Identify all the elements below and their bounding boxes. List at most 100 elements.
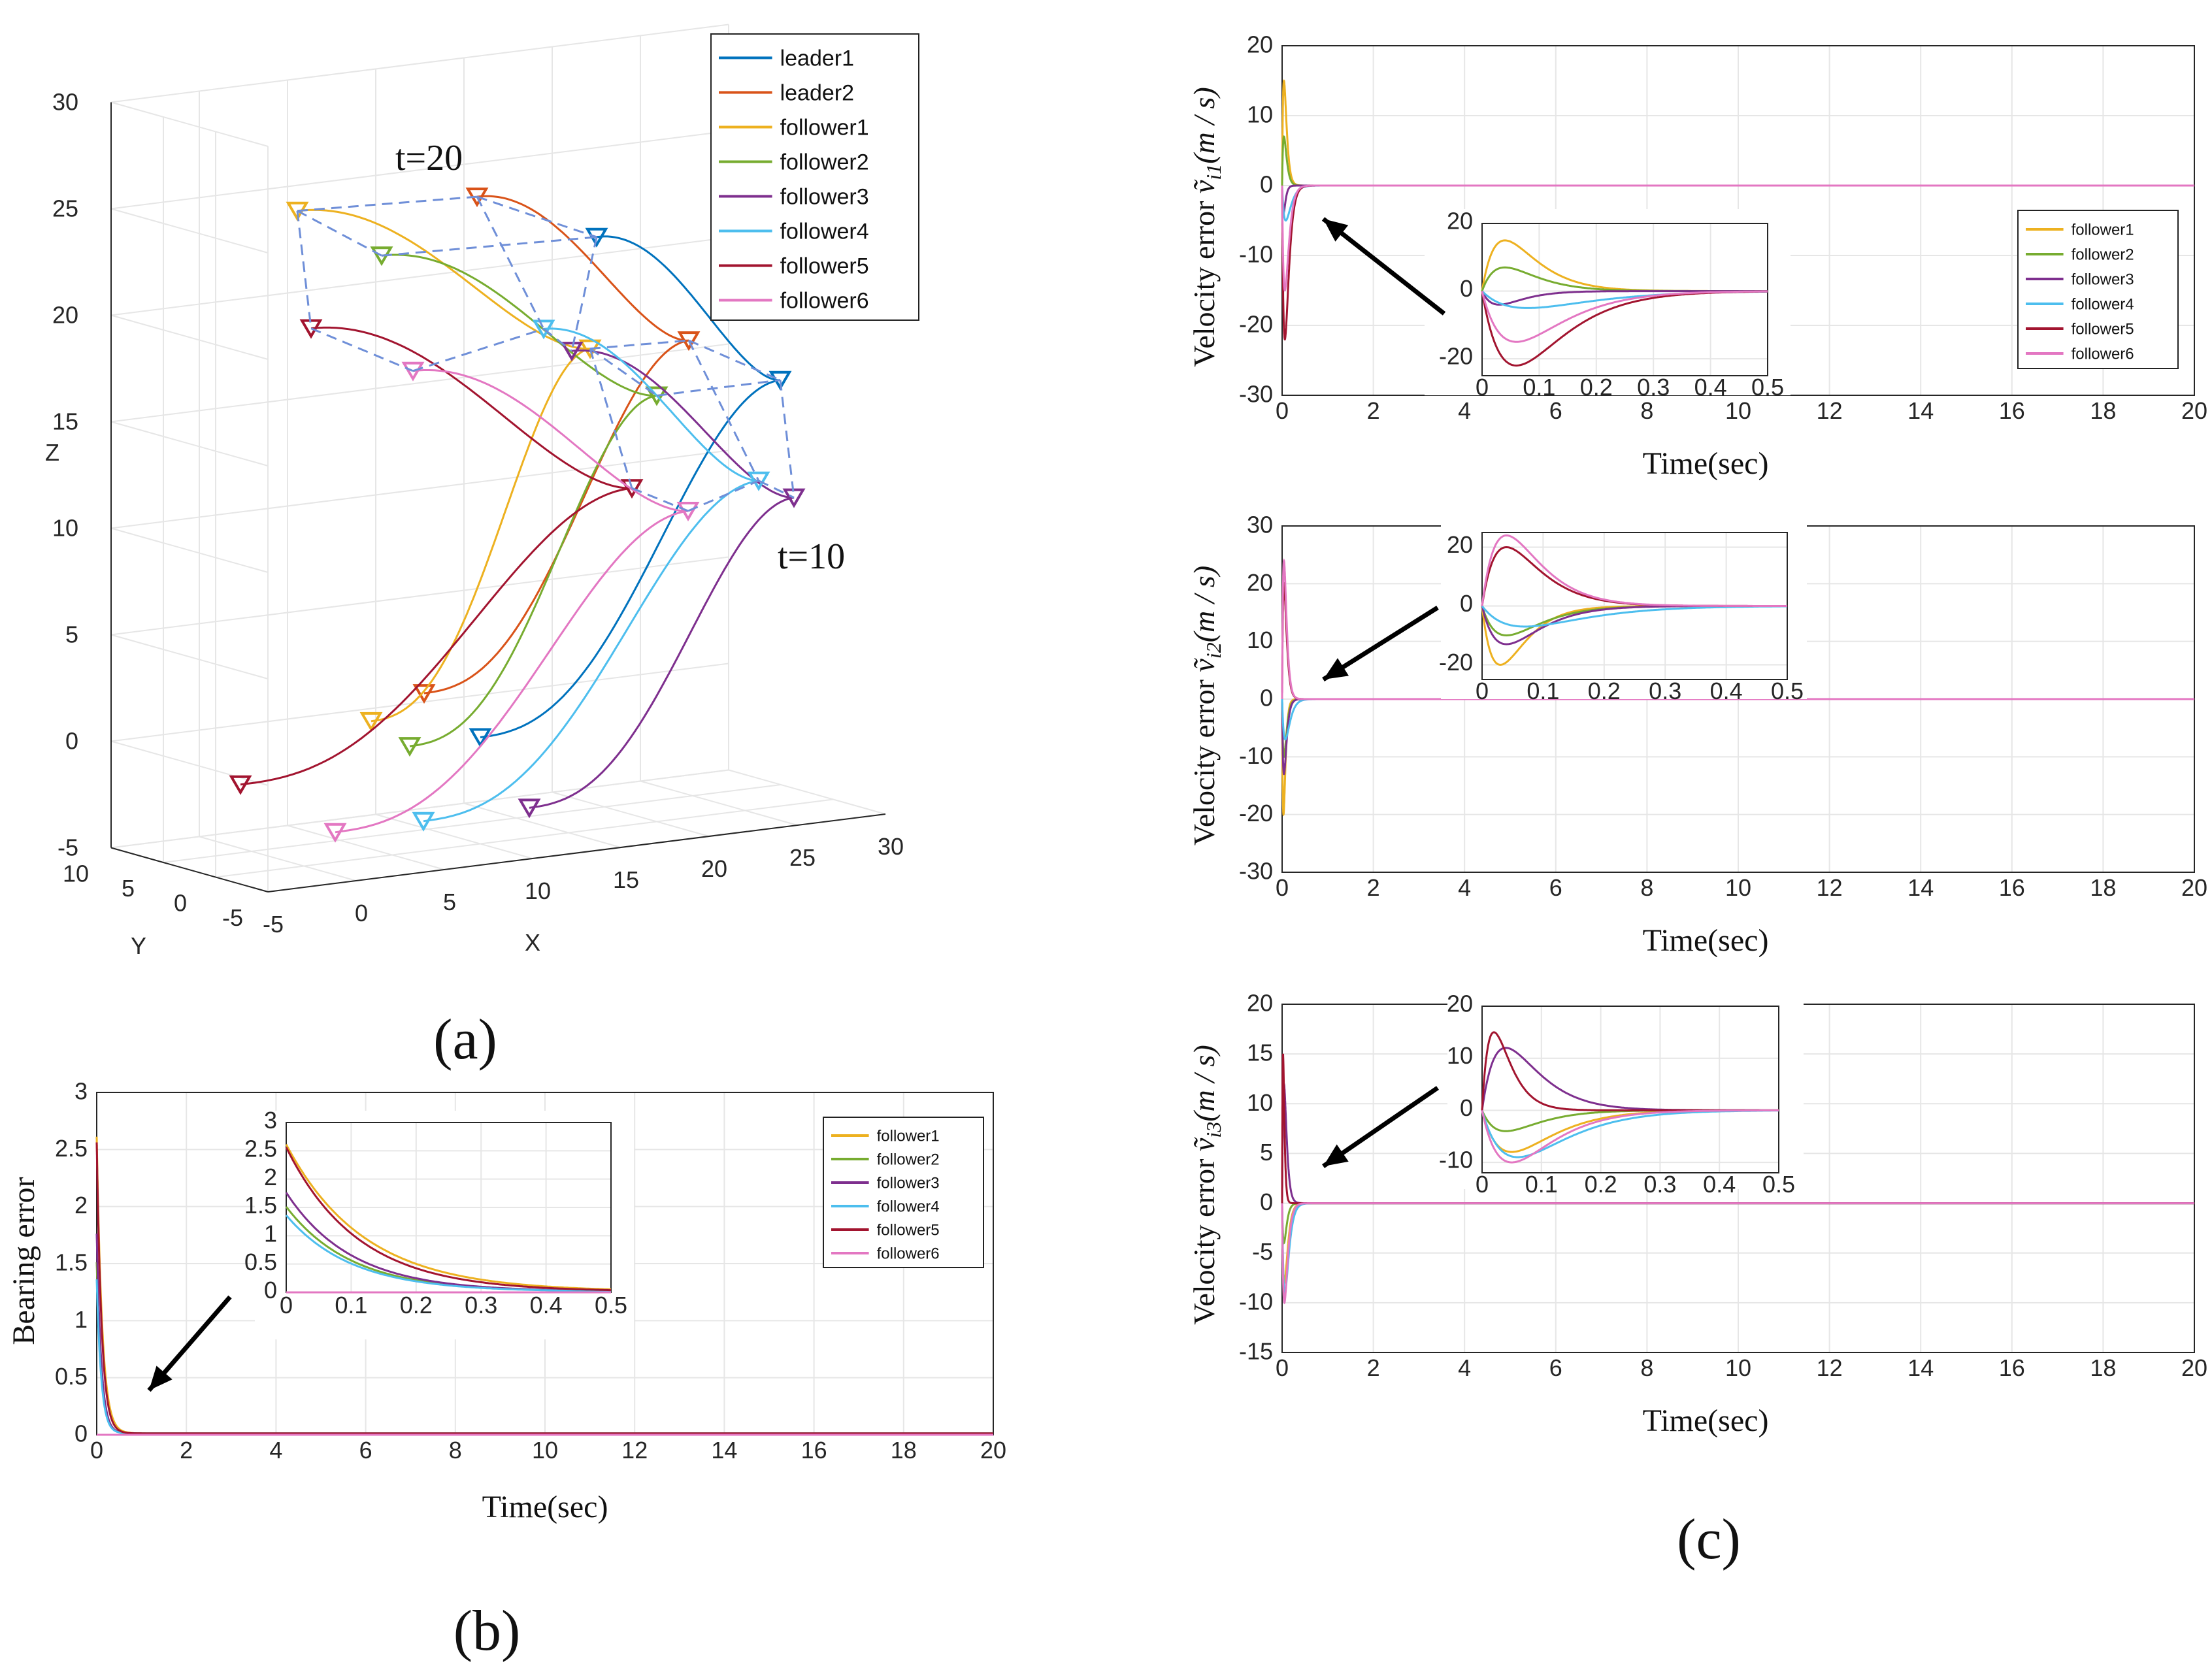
x-tick-label: 0	[1476, 678, 1489, 704]
y-tick-label: 10	[1247, 101, 1273, 128]
x-tick-label: 8	[1640, 397, 1653, 424]
z-tick-label: 30	[52, 89, 78, 116]
grid-side-z	[110, 421, 269, 467]
x-axis-label: Time(sec)	[1643, 446, 1769, 481]
x-tick-label: 0	[1476, 374, 1489, 401]
arrow-head	[1323, 658, 1349, 679]
y-tick-label: 0	[174, 890, 187, 917]
legend-label-follower1: follower1	[780, 115, 869, 140]
legend-label-follower4: follower4	[877, 1198, 940, 1215]
y-axis-label: Bearing error	[7, 1177, 41, 1345]
x-tick-label: 15	[613, 866, 639, 893]
z-tick-label: 5	[65, 621, 78, 648]
legend-label-follower4: follower4	[2072, 295, 2134, 313]
panel-a-label: (a)	[433, 1008, 497, 1072]
y-axis-label-symbol: ṽ	[1187, 658, 1221, 672]
grid-back-z	[110, 237, 729, 316]
x-tick-label: 0.4	[1694, 374, 1727, 401]
y-tick-label: 5	[122, 875, 135, 902]
grid-floor-y	[163, 784, 782, 863]
z-tick-label: 20	[52, 302, 78, 329]
formation-line	[758, 480, 795, 499]
x-tick-label: 16	[1999, 397, 2025, 424]
x-tick-label: 20	[2181, 397, 2207, 424]
formation-line	[310, 327, 414, 372]
annotation-t10: t=10	[778, 536, 845, 577]
x-tick-label: 0.5	[1762, 1171, 1795, 1198]
x-tick-label: 0.1	[1527, 678, 1559, 704]
x-tick-label: 0.5	[595, 1292, 627, 1318]
x-tick-label: 0.5	[1771, 678, 1804, 704]
formation-line	[543, 328, 572, 352]
x-tick-label: 2	[1367, 874, 1380, 901]
y-axis-label-unit: (m / s)	[1187, 566, 1221, 643]
plot-area	[1481, 1006, 1779, 1173]
legend-box	[2017, 210, 2179, 369]
x-tick-label: 4	[1458, 1354, 1471, 1381]
legend-label-follower3: follower3	[877, 1174, 940, 1192]
grid-side-z	[110, 101, 269, 147]
y-axis-label-text: Velocity error	[1187, 1151, 1221, 1325]
y-tick-label: 3	[264, 1107, 277, 1134]
grid-side-z	[110, 527, 269, 573]
y-tick-label: -5	[222, 904, 243, 931]
x-tick-label: 0	[1476, 1171, 1489, 1198]
z-axis-label: Z	[45, 439, 59, 466]
x-axis-label: Time(sec)	[482, 1490, 608, 1524]
legend-label-follower6: follower6	[2072, 345, 2134, 363]
y-tick-label: 10	[1247, 627, 1273, 653]
x-axis-label: X	[525, 929, 540, 956]
y-tick-label: 20	[1447, 531, 1473, 558]
series-line-follower6	[1481, 290, 1768, 343]
y-tick-label: 1.5	[244, 1192, 277, 1219]
y-tick-label: 15	[1247, 1040, 1273, 1066]
legend-label-follower4: follower4	[780, 219, 869, 244]
y-tick-label: 0	[1460, 1094, 1473, 1121]
x-tick-label: 0.3	[465, 1292, 497, 1318]
x-tick-label: 6	[1549, 397, 1562, 424]
y-tick-label: -10	[1439, 1146, 1473, 1173]
y-axis-label-subscript: i1	[1202, 164, 1225, 180]
x-tick-label: 0.2	[1580, 374, 1613, 401]
z-tick-label: 0	[65, 728, 78, 755]
inset-background	[1447, 993, 1804, 1189]
formation-line	[687, 340, 760, 482]
y-tick-label: -30	[1239, 381, 1273, 408]
y-tick-label: -10	[1239, 742, 1273, 769]
y-axis-label: Y	[131, 932, 146, 959]
formation-line	[656, 379, 781, 397]
arrow-head	[1323, 219, 1349, 242]
x-tick-label: 0	[1276, 874, 1289, 901]
y-tick-label: 5	[1260, 1139, 1273, 1166]
formation-line	[412, 327, 544, 372]
series-line-follower6	[1481, 534, 1787, 607]
marker-follower1	[359, 712, 383, 732]
marker-follower3	[518, 798, 541, 819]
x-tick-label: 0.2	[1588, 678, 1621, 704]
z-tick-label: 10	[52, 515, 78, 542]
y-axis-label-unit: (m / s)	[1187, 87, 1221, 164]
x-tick-label: 4	[269, 1437, 282, 1464]
panel-b-label: (b)	[454, 1599, 521, 1663]
marker-follower6	[676, 502, 700, 521]
formation-line	[779, 380, 795, 498]
x-tick-label: -5	[263, 911, 284, 938]
series-line-follower6	[1281, 1202, 2194, 1305]
y-axis-label: Velocity error ṽi1(m / s)	[1187, 87, 1225, 367]
y-tick-label: 2.5	[55, 1135, 88, 1162]
x-tick-label: 18	[2090, 397, 2116, 424]
x-tick-label: 18	[2090, 874, 2116, 901]
x-tick-label: 0	[90, 1437, 103, 1464]
x-tick-label: 0	[355, 900, 368, 926]
x-tick-label: 12	[1817, 874, 1843, 901]
x-tick-label: 0.1	[335, 1292, 367, 1318]
y-axis-label-subscript: i3	[1202, 1122, 1225, 1138]
x-tick-label: 20	[980, 1437, 1006, 1464]
formation-line	[297, 195, 478, 212]
y-tick-label: 20	[1247, 31, 1273, 58]
x-tick-label: 0.3	[1637, 374, 1670, 401]
